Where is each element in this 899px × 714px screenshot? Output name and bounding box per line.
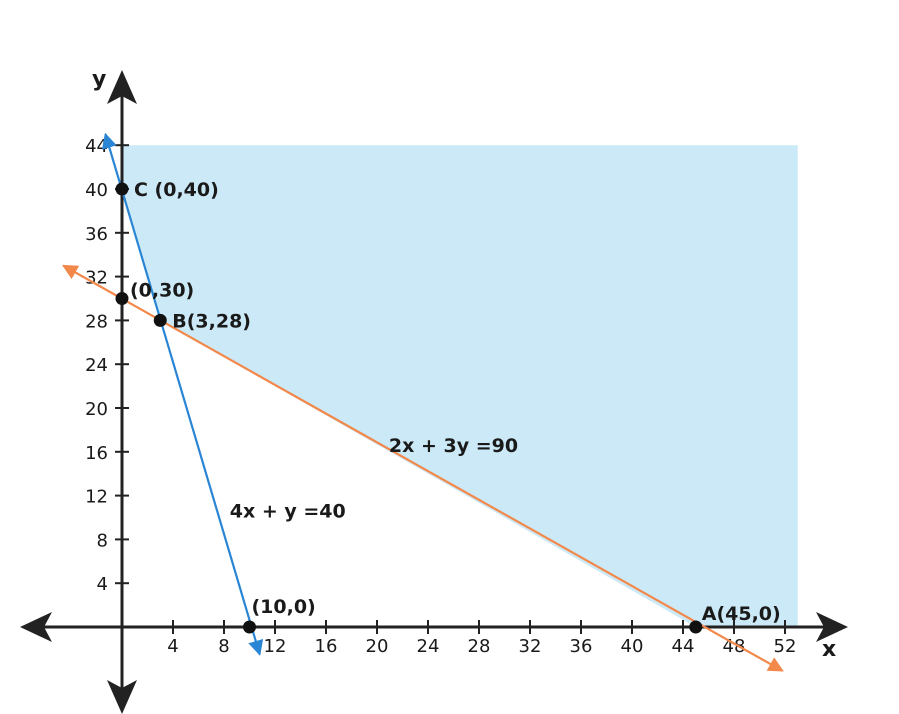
- y-axis-bottom-arrow: [107, 680, 137, 714]
- equation-labels: 2x + 3y =90 4x + y =40: [230, 435, 518, 523]
- y-tick-label: 40: [85, 180, 108, 201]
- y-tick-label: 4: [97, 574, 108, 595]
- line-2x-plus-3y-90: [62, 264, 784, 672]
- y-tick-label: 24: [85, 355, 108, 376]
- vertex-point: [153, 313, 167, 327]
- vertex-point: [115, 292, 129, 305]
- equation-label: 2x + 3y =90: [389, 435, 518, 457]
- x-axis-right-arrow: [816, 612, 848, 642]
- x-tick-label: 12: [264, 636, 287, 657]
- y-axis-top-arrow: [107, 70, 137, 104]
- vertex-point-label: (0,30): [130, 280, 194, 302]
- x-tick-label: 36: [570, 636, 593, 657]
- equation-label: 4x + y =40: [230, 501, 346, 523]
- x-tick-label: 32: [519, 636, 542, 657]
- y-tick-label: 16: [85, 443, 108, 464]
- vertex-point-label: B(3,28): [172, 310, 251, 332]
- x-tick-label: 44: [672, 636, 695, 657]
- x-tick-label: 40: [621, 636, 644, 657]
- vertex-point: [115, 182, 129, 196]
- y-tick-label: 12: [85, 487, 108, 508]
- vertex-points: C (0,40) (0,30) B(3,28) (10,0) A(45,0): [115, 179, 781, 634]
- x-tick-label: 16: [315, 636, 338, 657]
- y-tick-label: 20: [85, 399, 108, 420]
- x-axis-label: x: [822, 637, 836, 662]
- x-tick-label: 24: [417, 636, 440, 657]
- y-tick-label: 28: [85, 311, 108, 332]
- x-tick-label: 20: [366, 636, 389, 657]
- x-tick-label: 8: [218, 636, 229, 657]
- vertex-point-label: (10,0): [252, 596, 316, 618]
- constraint-lines: [62, 132, 784, 672]
- x-tick-label: 52: [774, 636, 797, 657]
- x-axis-left-arrow: [20, 612, 52, 642]
- y-axis-label: y: [92, 67, 106, 92]
- y-tick-label: 8: [97, 530, 108, 551]
- vertex-point: [689, 620, 703, 634]
- vertex-point: [243, 620, 256, 634]
- x-tick-label: 28: [468, 636, 491, 657]
- vertex-point-label: C (0,40): [134, 179, 219, 201]
- x-tick-label: 4: [167, 636, 178, 657]
- y-tick-label: 36: [85, 224, 108, 245]
- vertex-point-label: A(45,0): [702, 603, 781, 625]
- y-tick-label: 44: [85, 136, 108, 157]
- feasible-region: [122, 145, 798, 627]
